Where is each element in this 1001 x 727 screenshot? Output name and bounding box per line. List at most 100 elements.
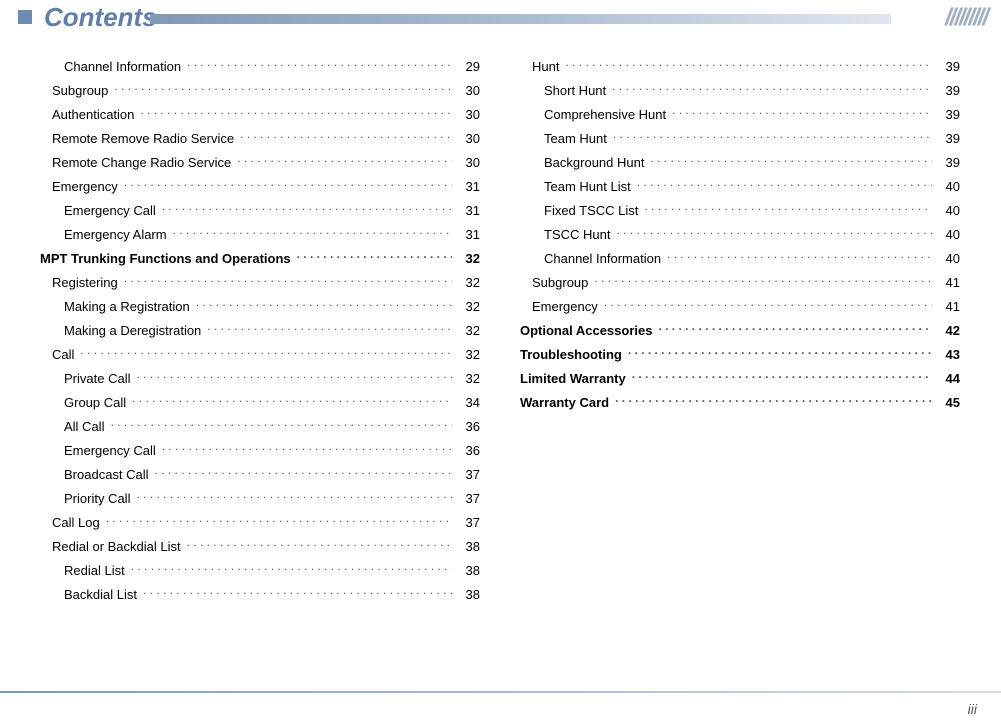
toc-row: Remote Remove Radio Service 30 [40, 130, 480, 154]
toc-leader-dots [196, 298, 452, 311]
toc-columns: Channel Information 29 Subgroup 30 Authentic… [0, 38, 1001, 610]
toc-leader-dots [237, 154, 452, 167]
toc-leader-dots [155, 466, 452, 479]
toc-label: Hunt [532, 59, 559, 74]
toc-leader-dots [136, 370, 452, 383]
toc-row: Short Hunt39 [520, 82, 960, 106]
toc-label: Call [52, 347, 74, 362]
toc-row: Backdial List38 [40, 586, 480, 610]
toc-page: 29 [458, 59, 480, 74]
toc-row: TSCC Hunt40 [520, 226, 960, 250]
toc-label: Emergency Call [64, 203, 156, 218]
toc-leader-dots [114, 82, 452, 95]
toc-leader-dots [124, 178, 452, 191]
toc-page: 39 [938, 59, 960, 74]
toc-label: Private Call [64, 371, 130, 386]
toc-leader-dots [613, 130, 932, 143]
toc-leader-dots [187, 538, 452, 551]
toc-page: 39 [938, 155, 960, 170]
toc-row: Background Hunt 39 [520, 154, 960, 178]
toc-leader-dots [644, 202, 932, 215]
toc-page: 34 [458, 395, 480, 410]
toc-label: Backdial List [64, 587, 137, 602]
header-gradient-bar [150, 14, 891, 24]
toc-leader-dots [628, 346, 932, 359]
toc-page: 40 [938, 227, 960, 242]
toc-row: Emergency41 [520, 298, 960, 322]
toc-page: 39 [938, 83, 960, 98]
toc-page: 40 [938, 251, 960, 266]
toc-row: Subgroup 30 [40, 82, 480, 106]
toc-row: Making a Registration32 [40, 298, 480, 322]
toc-row: Team Hunt39 [520, 130, 960, 154]
toc-page: 38 [458, 563, 480, 578]
toc-page: 39 [938, 131, 960, 146]
toc-label: Registering [52, 275, 118, 290]
toc-label: Emergency Call [64, 443, 156, 458]
toc-leader-dots [594, 274, 932, 287]
toc-page: 32 [458, 251, 480, 266]
toc-row: Emergency 31 [40, 178, 480, 202]
toc-leader-dots [615, 394, 932, 407]
toc-row: MPT Trunking Functions and Operations 32 [40, 250, 480, 274]
toc-label: Comprehensive Hunt [544, 107, 666, 122]
toc-page: 32 [458, 299, 480, 314]
toc-label: Background Hunt [544, 155, 644, 170]
toc-label: Warranty Card [520, 395, 609, 410]
toc-label: MPT Trunking Functions and Operations [40, 251, 291, 266]
toc-page: 32 [458, 371, 480, 386]
toc-row: Redial or Backdial List38 [40, 538, 480, 562]
toc-label: Channel Information [64, 59, 181, 74]
toc-page: 36 [458, 419, 480, 434]
toc-row: Fixed TSCC List40 [520, 202, 960, 226]
toc-page: 30 [458, 131, 480, 146]
toc-row: Broadcast Call37 [40, 466, 480, 490]
toc-row: Hunt 39 [520, 58, 960, 82]
toc-label: Subgroup [52, 83, 108, 98]
toc-row: Comprehensive Hunt 39 [520, 106, 960, 130]
toc-row: Registering32 [40, 274, 480, 298]
toc-label: Authentication [52, 107, 134, 122]
toc-row: Redial List 38 [40, 562, 480, 586]
toc-label: Channel Information [544, 251, 661, 266]
toc-leader-dots [297, 250, 452, 263]
toc-label: Redial List [64, 563, 125, 578]
toc-row: Optional Accessories42 [520, 322, 960, 346]
toc-page: 45 [938, 395, 960, 410]
toc-label: Making a Deregistration [64, 323, 201, 338]
toc-row: Private Call 32 [40, 370, 480, 394]
toc-leader-dots [612, 82, 932, 95]
toc-leader-dots [207, 322, 452, 335]
toc-page: 31 [458, 179, 480, 194]
toc-leader-dots [131, 562, 452, 575]
toc-row: Channel Information 29 [40, 58, 480, 82]
toc-page: 30 [458, 83, 480, 98]
toc-page: 41 [938, 275, 960, 290]
toc-label: Emergency [52, 179, 118, 194]
toc-leader-dots [136, 490, 452, 503]
toc-label: Remote Remove Radio Service [52, 131, 234, 146]
toc-leader-dots [637, 178, 932, 191]
toc-row: Team Hunt List40 [520, 178, 960, 202]
toc-leader-dots [650, 154, 932, 167]
toc-leader-dots [162, 202, 452, 215]
toc-row: Remote Change Radio Service30 [40, 154, 480, 178]
toc-page: 32 [458, 347, 480, 362]
toc-page: 38 [458, 539, 480, 554]
page-number: iii [968, 701, 977, 717]
toc-row: Priority Call37 [40, 490, 480, 514]
toc-page: 36 [458, 443, 480, 458]
toc-label: Optional Accessories [520, 323, 652, 338]
toc-row: Troubleshooting43 [520, 346, 960, 370]
toc-leader-dots [80, 346, 452, 359]
toc-leader-dots [106, 514, 452, 527]
toc-row: Channel Information 40 [520, 250, 960, 274]
toc-row: Emergency Call31 [40, 202, 480, 226]
toc-right-column: Hunt39Short Hunt39Comprehensive Hunt39Te… [520, 58, 960, 610]
toc-page: 39 [938, 107, 960, 122]
toc-page: 40 [938, 203, 960, 218]
toc-label: Priority Call [64, 491, 130, 506]
toc-label: Emergency Alarm [64, 227, 167, 242]
toc-page: 40 [938, 179, 960, 194]
toc-label: All Call [64, 419, 104, 434]
